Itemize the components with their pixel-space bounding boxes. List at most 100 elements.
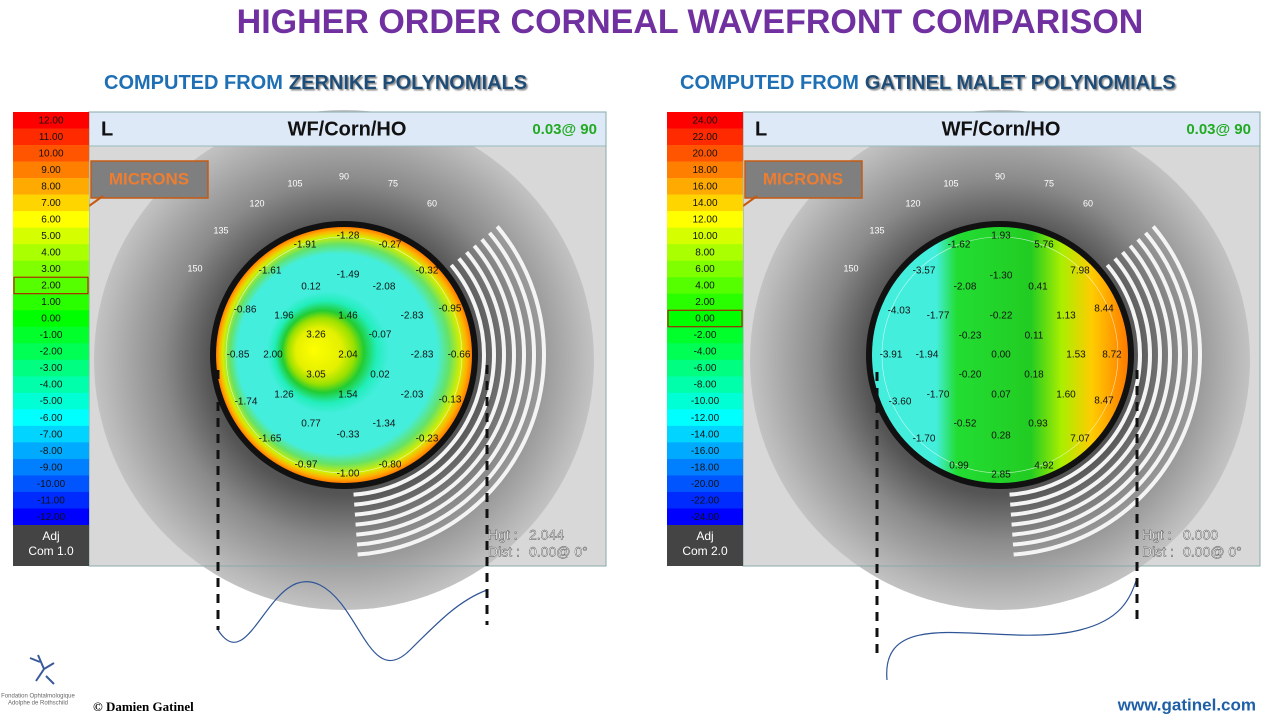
scale-swatch bbox=[667, 508, 743, 526]
scale-swatch bbox=[13, 178, 89, 195]
map-value: -1.70 bbox=[927, 390, 950, 401]
map-value: -1.00 bbox=[337, 469, 360, 480]
map-value: -0.52 bbox=[954, 419, 977, 430]
map-value: -0.95 bbox=[439, 304, 462, 315]
scale-label: -10.00 bbox=[37, 479, 66, 490]
zone-circle bbox=[881, 236, 1119, 474]
scale-footer bbox=[667, 525, 743, 566]
stat-label: Dist : bbox=[488, 544, 520, 560]
angle-label: 90 bbox=[339, 171, 349, 181]
map-value: -0.23 bbox=[959, 331, 982, 342]
scale-label: 10.00 bbox=[38, 148, 63, 159]
placido-ring bbox=[192, 203, 496, 507]
panel-heading: COMPUTED FROM ZERNIKE POLYNOMIALS bbox=[104, 72, 527, 94]
scale-highlight bbox=[13, 276, 89, 295]
scale-label: 6.00 bbox=[41, 215, 61, 226]
scale-swatch bbox=[13, 244, 89, 261]
scale-label: -9.00 bbox=[40, 462, 63, 473]
stat-value: 2.044 bbox=[529, 527, 564, 543]
map-value: 0.99 bbox=[949, 461, 969, 472]
scale-swatch bbox=[667, 277, 743, 295]
stat-value: 0.000 bbox=[1183, 527, 1218, 543]
scale-label: -2.00 bbox=[40, 347, 63, 358]
map-value: 1.54 bbox=[338, 390, 358, 401]
scale-com: Com 2.0 bbox=[682, 544, 728, 558]
map-value: -0.22 bbox=[990, 311, 1013, 322]
map-value: 1.96 bbox=[274, 311, 294, 322]
scale-swatch bbox=[13, 475, 89, 493]
eye-label: L bbox=[755, 118, 767, 140]
scale-swatch bbox=[13, 194, 89, 212]
scale-label: -6.00 bbox=[40, 413, 63, 424]
scale-com: Com 1.0 bbox=[28, 544, 74, 558]
logo: Fondation Ophtalmologique Adolphe de Rot… bbox=[1, 654, 76, 707]
scale-label: 6.00 bbox=[695, 264, 715, 275]
scale-label: -2.00 bbox=[694, 330, 717, 341]
eye-label: L bbox=[101, 118, 113, 140]
map-value: -1.91 bbox=[294, 240, 317, 251]
scale-swatch bbox=[13, 128, 89, 146]
scale-label: -14.00 bbox=[691, 429, 720, 440]
scale-label: -8.00 bbox=[40, 446, 63, 457]
map-value: 2.04 bbox=[338, 350, 358, 361]
map-value: 1.46 bbox=[338, 311, 358, 322]
scale-swatch bbox=[13, 458, 89, 476]
scale-label: -7.00 bbox=[40, 429, 63, 440]
map-value: 2.00 bbox=[263, 350, 283, 361]
scale-label: 14.00 bbox=[692, 198, 717, 209]
angle-label: 105 bbox=[287, 178, 302, 188]
map-value: 3.05 bbox=[306, 370, 326, 381]
copyright: © Damien Gatinel bbox=[93, 699, 194, 714]
axis-label: 0.03@ 90 bbox=[1186, 121, 1251, 138]
placido-ring bbox=[172, 183, 516, 527]
placido-ring bbox=[838, 193, 1162, 517]
map-value: 0.00 bbox=[991, 350, 1011, 361]
panel-heading: COMPUTED FROM GATINEL MALET POLYNOMIALS bbox=[680, 72, 1176, 94]
scale-swatch bbox=[667, 310, 743, 328]
scale-label: 0.00 bbox=[41, 314, 61, 325]
scale-label: -18.00 bbox=[691, 462, 720, 473]
heading-emph: ZERNIKE POLYNOMIALS bbox=[289, 72, 527, 94]
map-value: -0.13 bbox=[439, 395, 462, 406]
profile-curve bbox=[886, 577, 1138, 681]
placido-ring bbox=[182, 193, 506, 517]
map-value: -0.97 bbox=[295, 460, 318, 471]
scale-label: 8.00 bbox=[695, 248, 715, 259]
placido-ring bbox=[142, 153, 546, 557]
scale-label: 12.00 bbox=[38, 115, 63, 126]
map-value: -0.80 bbox=[379, 460, 402, 471]
placido-ring bbox=[858, 213, 1142, 497]
scale-swatch bbox=[667, 392, 743, 410]
angle-label: 120 bbox=[249, 198, 264, 208]
scale-swatch bbox=[667, 194, 743, 212]
map-value: -1.65 bbox=[259, 434, 282, 445]
stat-label: Hgt : bbox=[1142, 527, 1172, 543]
map-value: 0.77 bbox=[301, 419, 321, 430]
map-value: 7.07 bbox=[1070, 434, 1090, 445]
map-value: -2.83 bbox=[411, 350, 434, 361]
scale-label: 11.00 bbox=[39, 132, 64, 143]
scale-label: -1.00 bbox=[40, 330, 63, 341]
angle-label: 150 bbox=[187, 263, 202, 273]
map-value: 0.02 bbox=[370, 370, 390, 381]
scale-swatch bbox=[667, 260, 743, 278]
scale-label: -24.00 bbox=[691, 512, 720, 523]
scale-label: 18.00 bbox=[692, 165, 717, 176]
scale-swatch bbox=[667, 442, 743, 460]
placido-ring bbox=[162, 173, 526, 537]
scale-swatch bbox=[13, 112, 89, 129]
scale-label: 2.00 bbox=[41, 281, 61, 292]
wavefront-panel: COMPUTED FROM ZERNIKE POLYNOMIALS 105 90 75 1… bbox=[13, 72, 607, 610]
scale-swatch bbox=[667, 458, 743, 476]
scale-swatch bbox=[667, 376, 743, 394]
scale-label: -16.00 bbox=[691, 446, 720, 457]
scale-label: -4.00 bbox=[40, 380, 63, 391]
map-value: -2.08 bbox=[954, 282, 977, 293]
map-value: -1.70 bbox=[913, 434, 936, 445]
angle-label: 105 bbox=[943, 178, 958, 188]
profile-curve bbox=[217, 581, 488, 661]
map-value: 1.26 bbox=[274, 390, 294, 401]
zone-circle bbox=[225, 236, 463, 474]
map-value: 1.93 bbox=[991, 231, 1011, 242]
